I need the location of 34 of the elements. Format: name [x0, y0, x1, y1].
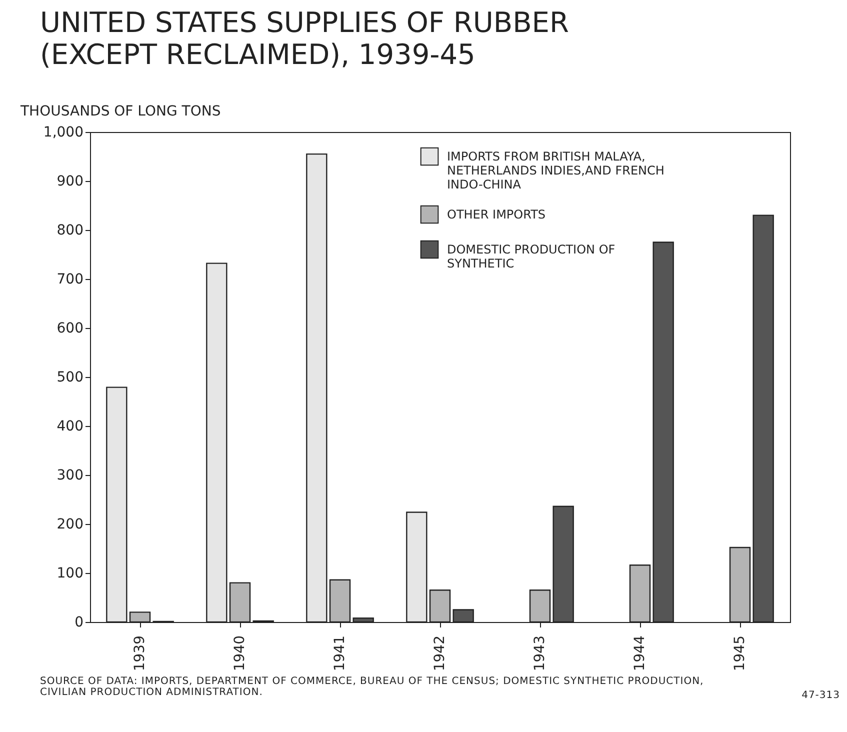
y-tick-label: 100 [56, 566, 84, 582]
x-tick-label: 1944 [632, 635, 648, 672]
source-note: SOURCE OF DATA: IMPORTS, DEPARTMENT OF COMMERCE, BUREAU OF THE CENSUS; DOMESTIC SYNTHETIC PRODUCTION, CIVILIAN PRODUCTION ADMINISTRATION. [39, 676, 705, 698]
legend-label: OTHER IMPORTS [447, 208, 546, 222]
y-tick-label: 600 [56, 320, 84, 336]
y-tick-label: 500 [56, 370, 84, 386]
legend-label: IMPORTS FROM BRITISH MALAYA, NETHERLANDS INDIES,AND FRENCH INDO-CHINA [447, 150, 664, 192]
y-tick-label: 800 [56, 222, 84, 238]
text: 47-313 [802, 690, 840, 701]
y-tick-label: 1,000 [43, 124, 84, 140]
x-tick-label: 1943 [532, 636, 548, 672]
bar [552, 506, 574, 623]
bar [206, 262, 228, 623]
x-tick-label: 1945 [732, 636, 748, 672]
bar [406, 512, 428, 623]
bar [306, 153, 328, 623]
bar [652, 242, 674, 623]
chart-title: UNITED STATES SUPPLIES OF RUBBER (EXCEPT RECLAIMED), 1939-45 [40, 6, 569, 71]
y-tick-label: 300 [56, 468, 84, 484]
bar [452, 609, 474, 623]
bar [352, 617, 374, 623]
y-tick-label: 200 [56, 516, 84, 532]
y-tick-label: 400 [56, 418, 84, 434]
x-tick-label: 1939 [132, 636, 148, 672]
y-tick-label: 900 [56, 174, 84, 190]
y-tick-label: 700 [56, 272, 84, 288]
legend-label: DOMESTIC PRODUCTION OF SYNTHETIC [447, 242, 616, 270]
x-tick-label: 1940 [232, 636, 248, 672]
x-tick-label: 1941 [332, 636, 348, 672]
y-tick-label: 0 [74, 614, 84, 630]
x-tick-label: 1942 [432, 636, 448, 672]
bar [752, 214, 774, 623]
y-axis-title: THOUSANDS OF LONG TONS [20, 104, 221, 120]
bar [106, 386, 128, 623]
